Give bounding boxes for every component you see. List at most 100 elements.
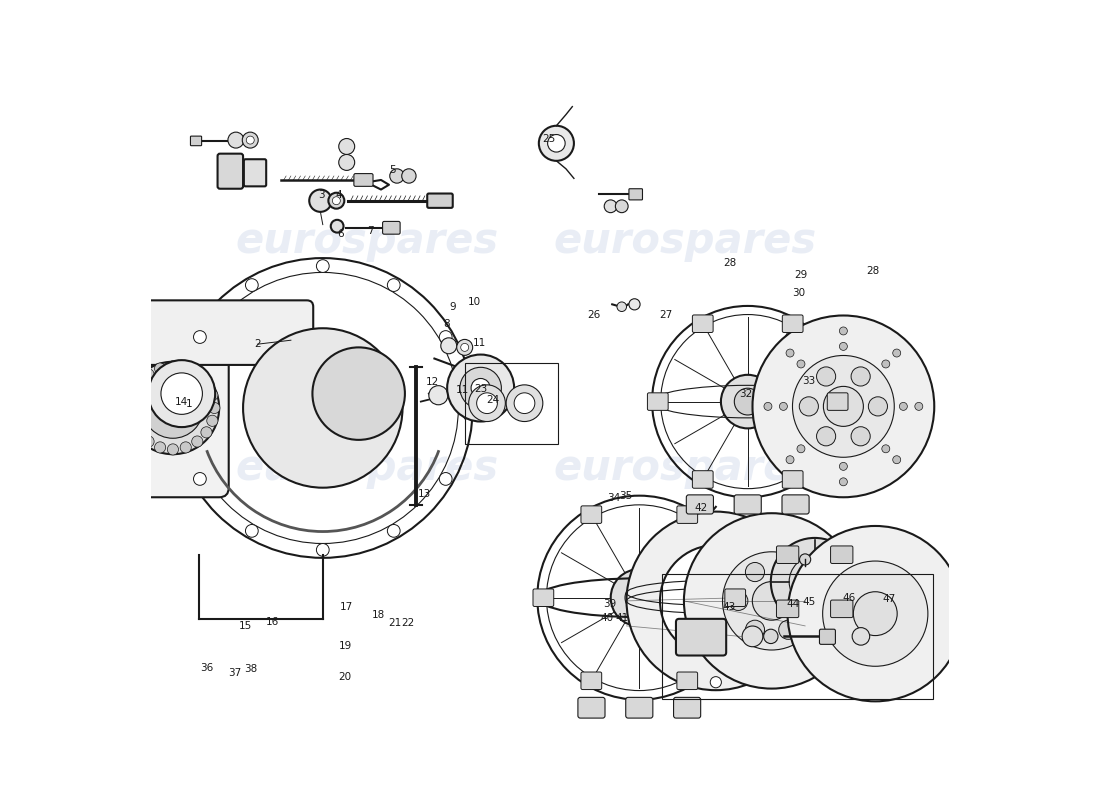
- Text: eurospares: eurospares: [554, 219, 817, 262]
- FancyBboxPatch shape: [827, 393, 848, 410]
- Circle shape: [329, 193, 344, 209]
- Text: 42: 42: [695, 503, 708, 514]
- Text: 26: 26: [587, 310, 601, 320]
- Circle shape: [539, 126, 574, 161]
- Text: 11: 11: [455, 385, 469, 394]
- Text: 44: 44: [786, 599, 800, 609]
- Text: 7: 7: [367, 226, 374, 236]
- Circle shape: [242, 132, 258, 148]
- Circle shape: [245, 278, 258, 291]
- Circle shape: [389, 169, 404, 183]
- Circle shape: [617, 302, 627, 311]
- FancyBboxPatch shape: [830, 600, 852, 618]
- Circle shape: [882, 360, 890, 368]
- Circle shape: [460, 367, 502, 409]
- FancyBboxPatch shape: [648, 393, 668, 410]
- Text: 15: 15: [239, 621, 252, 630]
- Text: 5: 5: [388, 166, 396, 175]
- Circle shape: [786, 456, 794, 464]
- Circle shape: [854, 592, 898, 635]
- Circle shape: [629, 298, 640, 310]
- Text: 36: 36: [200, 663, 213, 673]
- Text: 41: 41: [615, 613, 628, 622]
- Text: 23: 23: [474, 384, 487, 394]
- FancyBboxPatch shape: [686, 495, 714, 514]
- Circle shape: [309, 190, 331, 212]
- Circle shape: [795, 591, 814, 610]
- Circle shape: [439, 330, 452, 343]
- Circle shape: [780, 402, 788, 410]
- Circle shape: [143, 436, 154, 447]
- Circle shape: [126, 362, 219, 454]
- FancyBboxPatch shape: [190, 136, 201, 146]
- Circle shape: [839, 327, 847, 335]
- FancyBboxPatch shape: [145, 300, 314, 365]
- Text: 32: 32: [739, 390, 752, 399]
- FancyBboxPatch shape: [692, 315, 713, 333]
- Circle shape: [158, 394, 187, 422]
- Circle shape: [746, 562, 764, 582]
- Text: 27: 27: [659, 310, 672, 320]
- Text: 20: 20: [339, 673, 352, 682]
- Text: 28: 28: [723, 258, 736, 268]
- Circle shape: [471, 378, 491, 398]
- Circle shape: [143, 378, 204, 438]
- FancyBboxPatch shape: [673, 698, 701, 718]
- Text: 8: 8: [443, 319, 450, 330]
- Text: 11: 11: [473, 338, 486, 347]
- Circle shape: [660, 545, 771, 657]
- Circle shape: [684, 514, 859, 689]
- Text: 21: 21: [388, 618, 401, 628]
- Circle shape: [723, 552, 821, 650]
- Circle shape: [209, 402, 220, 414]
- FancyBboxPatch shape: [244, 159, 266, 186]
- Circle shape: [746, 620, 764, 639]
- Circle shape: [868, 397, 888, 416]
- Circle shape: [798, 360, 805, 368]
- Circle shape: [771, 538, 858, 626]
- Circle shape: [439, 473, 452, 486]
- FancyBboxPatch shape: [830, 546, 852, 563]
- Text: 29: 29: [794, 270, 807, 280]
- Circle shape: [752, 582, 791, 620]
- FancyBboxPatch shape: [777, 546, 799, 563]
- Circle shape: [469, 385, 505, 422]
- Text: 46: 46: [843, 593, 856, 602]
- Circle shape: [839, 462, 847, 470]
- Circle shape: [459, 402, 471, 414]
- Text: 39: 39: [603, 599, 616, 609]
- Text: 34: 34: [607, 493, 620, 503]
- Circle shape: [154, 442, 166, 453]
- Text: 40: 40: [601, 613, 614, 622]
- Circle shape: [180, 442, 191, 453]
- FancyBboxPatch shape: [777, 600, 799, 618]
- Text: 4: 4: [336, 190, 342, 200]
- Text: 1: 1: [186, 399, 192, 409]
- Circle shape: [246, 136, 254, 144]
- Circle shape: [128, 390, 139, 401]
- Bar: [464, 362, 558, 444]
- FancyBboxPatch shape: [218, 154, 243, 189]
- Circle shape: [194, 330, 207, 343]
- FancyBboxPatch shape: [383, 222, 400, 234]
- Circle shape: [900, 402, 908, 410]
- Circle shape: [448, 354, 514, 422]
- FancyBboxPatch shape: [578, 698, 605, 718]
- Circle shape: [167, 361, 178, 372]
- Circle shape: [180, 363, 191, 374]
- Circle shape: [245, 525, 258, 538]
- Circle shape: [134, 426, 145, 438]
- Circle shape: [788, 526, 962, 702]
- FancyBboxPatch shape: [782, 315, 803, 333]
- Text: 37: 37: [229, 669, 242, 678]
- Circle shape: [143, 369, 154, 380]
- Circle shape: [800, 554, 811, 565]
- Text: 30: 30: [792, 288, 805, 298]
- FancyBboxPatch shape: [581, 672, 602, 690]
- Circle shape: [728, 591, 748, 610]
- Circle shape: [201, 378, 212, 389]
- Circle shape: [207, 390, 218, 401]
- Text: 13: 13: [418, 489, 431, 499]
- Circle shape: [201, 426, 212, 438]
- Circle shape: [461, 343, 469, 351]
